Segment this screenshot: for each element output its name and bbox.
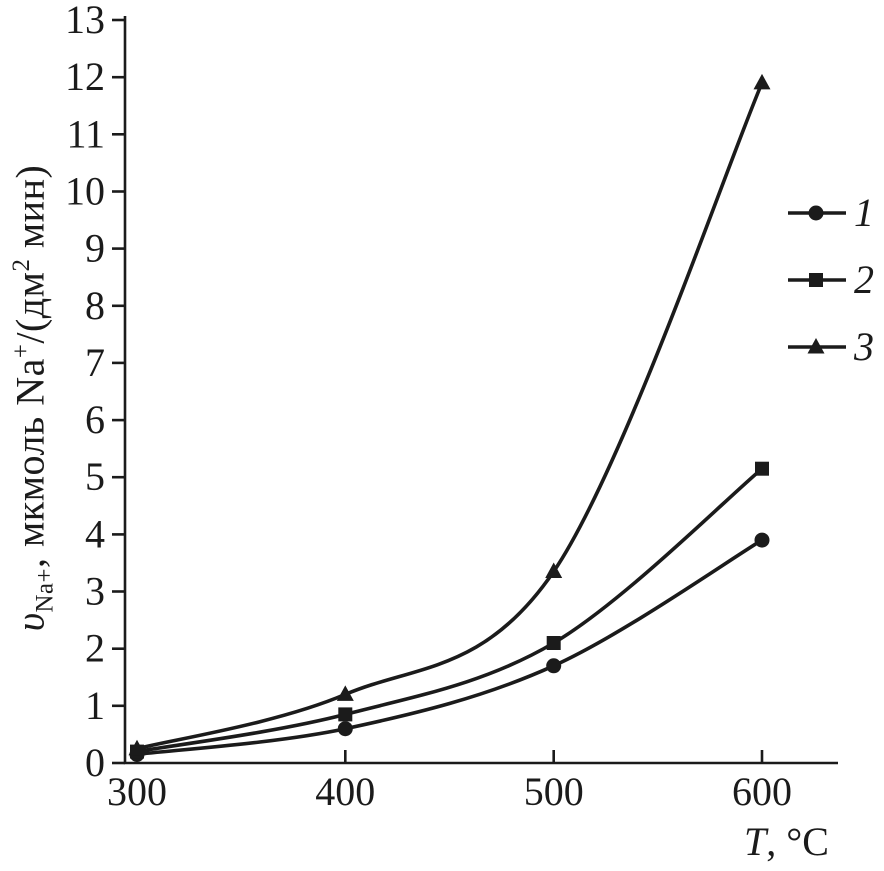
triangle-marker xyxy=(545,562,563,578)
triangle-marker xyxy=(336,685,354,701)
series-3 xyxy=(128,73,771,756)
triangle-marker xyxy=(807,338,825,354)
y-tick-label: 9 xyxy=(85,226,105,271)
x-axis-title-symbol: T xyxy=(744,819,767,864)
legend: 1 2 3 xyxy=(786,192,874,368)
x-tick-label: 300 xyxy=(107,769,167,814)
y-tick-label: 7 xyxy=(85,340,105,385)
y-tick-label: 10 xyxy=(65,169,105,214)
triangle-marker-icon xyxy=(788,338,846,354)
y-tick-label: 12 xyxy=(65,54,105,99)
legend-label-1: 1 xyxy=(854,190,874,235)
y-axis-title-subscript: Na+ xyxy=(31,568,59,613)
y-axis-title: υNa+, мкмоль Na+/(дм2 мин) xyxy=(7,165,60,632)
y-tick-label: 1 xyxy=(85,683,105,728)
y-tick-label: 8 xyxy=(85,283,105,328)
square-marker xyxy=(755,461,769,476)
series-2-line xyxy=(135,466,764,754)
y-axis-title-text: , мкмоль Na xyxy=(7,358,53,569)
legend-item-1: 1 xyxy=(786,192,874,234)
axis-lines xyxy=(123,16,838,765)
y-tick-label: 3 xyxy=(85,569,105,614)
series-2 xyxy=(130,461,769,759)
y-tick-label: 2 xyxy=(85,626,105,671)
circle-marker xyxy=(808,205,824,221)
y-tick-label: 6 xyxy=(85,397,105,442)
legend-label-3: 3 xyxy=(854,324,874,369)
triangle-marker xyxy=(753,73,771,90)
square-marker-icon xyxy=(788,273,846,287)
y-axis-title-superscript-plus: + xyxy=(8,343,36,359)
x-axis-ticks: 300 400 500 600 xyxy=(107,750,792,814)
circle-marker xyxy=(546,658,562,674)
x-tick-label: 400 xyxy=(315,769,375,814)
y-axis-title-symbol: υ xyxy=(7,612,53,632)
y-axis-title-text-3: мин) xyxy=(7,164,53,259)
y-tick-label: 11 xyxy=(66,111,105,156)
x-axis-title: T, °C xyxy=(744,818,829,865)
circle-marker xyxy=(337,721,353,737)
y-axis-title-text-2: /(дм xyxy=(7,271,53,344)
x-tick-label: 500 xyxy=(524,769,584,814)
y-tick-label: 0 xyxy=(85,740,105,785)
triangle-marker xyxy=(128,739,146,756)
y-tick-label: 13 xyxy=(65,0,105,42)
circle-marker xyxy=(754,532,770,548)
circle-marker-icon xyxy=(788,205,846,221)
legend-label-2: 2 xyxy=(854,257,874,302)
y-tick-label: 5 xyxy=(85,454,105,499)
x-axis-title-unit: , °C xyxy=(766,819,829,864)
legend-item-3: 3 xyxy=(786,326,874,368)
y-axis-title-superscript-2: 2 xyxy=(8,258,36,272)
square-marker xyxy=(338,707,353,722)
square-marker xyxy=(546,636,561,650)
series-3-line xyxy=(135,81,764,751)
legend-item-2: 2 xyxy=(786,259,874,301)
square-marker xyxy=(809,273,823,287)
series-1-line xyxy=(135,538,764,757)
series-1 xyxy=(129,532,770,762)
y-tick-label: 4 xyxy=(85,511,105,556)
x-tick-label: 600 xyxy=(732,769,792,814)
